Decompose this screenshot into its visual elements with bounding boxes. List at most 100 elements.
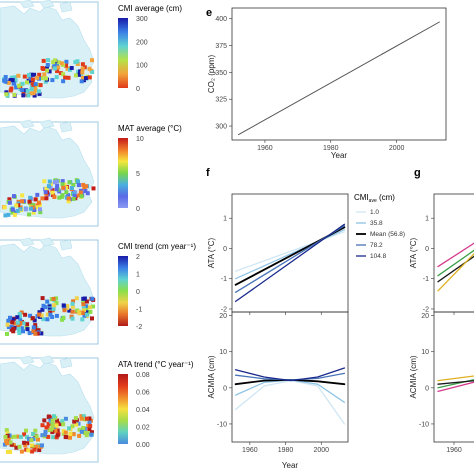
map-cell [16,324,21,329]
map-cell [84,416,89,421]
map-cell [66,75,71,80]
y-tick-label: 0 [223,246,227,253]
map-cell [82,431,87,435]
y-tick-label: -1 [423,276,429,283]
map-cell [41,317,46,322]
map-cell [10,207,15,212]
map-cell [33,331,38,336]
map-cell [39,331,44,336]
map-cell [61,72,66,77]
map-cell [54,187,59,192]
map-cell [35,75,40,80]
chart-f-top: -2 -1 0 1 [221,193,349,315]
map-cell [81,302,86,307]
map-cell [27,437,31,441]
map-cell [23,443,28,448]
map-cell [37,312,42,317]
map-cell [17,312,22,317]
map-cell [9,324,14,329]
island-outline [19,0,35,9]
y-tick-label: 0 [425,246,429,253]
map-cell [31,436,36,441]
colorbar-tick-label: 1 [136,272,140,279]
map-cell [30,81,35,86]
map-cell [39,313,44,318]
map-cell [71,183,76,187]
map-cell [46,184,51,189]
x-axis-label-e: Year [331,151,348,160]
map-cell [79,194,84,199]
map-cell [10,317,15,322]
map-cell [66,196,71,201]
map-cell [15,434,20,439]
map-cell [3,79,8,84]
map-cell [5,431,10,436]
map-cell [90,70,95,75]
panel-letter-f: f [206,167,210,179]
map-cell [74,422,79,427]
map-cell [30,449,34,454]
map-cell [55,69,60,74]
y-tick-label: 350 [215,70,227,77]
map-cell [32,208,37,212]
map-cell [20,199,24,204]
map-cell [61,429,66,434]
map-cell [84,76,88,81]
map-cell [25,441,30,446]
colorbar-tick-label: 0.06 [136,390,150,397]
series-line [437,255,474,283]
map-cell [51,435,56,440]
map-cell [80,70,85,75]
map-cell [32,318,37,323]
map-cell [57,195,62,200]
map-cell [86,431,91,436]
map-cell [31,210,36,215]
map-cell [68,435,72,440]
map-cell [37,89,41,94]
plot-area-border [433,311,474,443]
map-cell [88,309,93,314]
map-cell [20,193,25,198]
map-cell [55,433,60,438]
plot-area-border [231,193,349,313]
y-tick-label: 10 [421,349,429,356]
map-cell [84,299,89,304]
map-cell [32,72,37,77]
map-cell [31,432,36,436]
panel-letter-g: g [414,167,421,179]
map-cell [80,75,85,80]
map-cell [10,78,15,83]
map-cell [40,433,45,438]
map-cell [5,441,10,446]
map-cell [79,416,84,421]
map-cell [40,307,45,312]
colorbar-tick-label: 0 [136,206,140,213]
map-cell [42,179,47,184]
colorbar [118,256,128,326]
map-cell [44,76,48,81]
map-cell [8,440,13,445]
y-tick-label: 20 [219,313,227,320]
map-cell [62,308,67,313]
map-cell [10,320,15,325]
map-cell [43,190,48,195]
map-cell [56,421,61,425]
map-cell [47,304,52,309]
map-cell [9,86,14,91]
colorbar-tick-label: 0.02 [136,425,150,432]
colorbar-tick-label: -1 [136,307,142,314]
map-cell [56,65,61,70]
map-cell [40,196,45,201]
series-line [437,381,474,393]
map-cell [20,81,25,86]
island-outline [19,119,35,129]
map-cell [64,59,69,64]
map-cell [29,87,34,92]
map-panel: CMI trend (cm year⁻¹) 2 1 0 -1 -2 [0,237,196,345]
y-tick-label: 325 [215,97,227,104]
map-cell [22,74,27,79]
map-cell [16,83,21,88]
map-cell [16,73,21,78]
map-cell [34,434,39,439]
